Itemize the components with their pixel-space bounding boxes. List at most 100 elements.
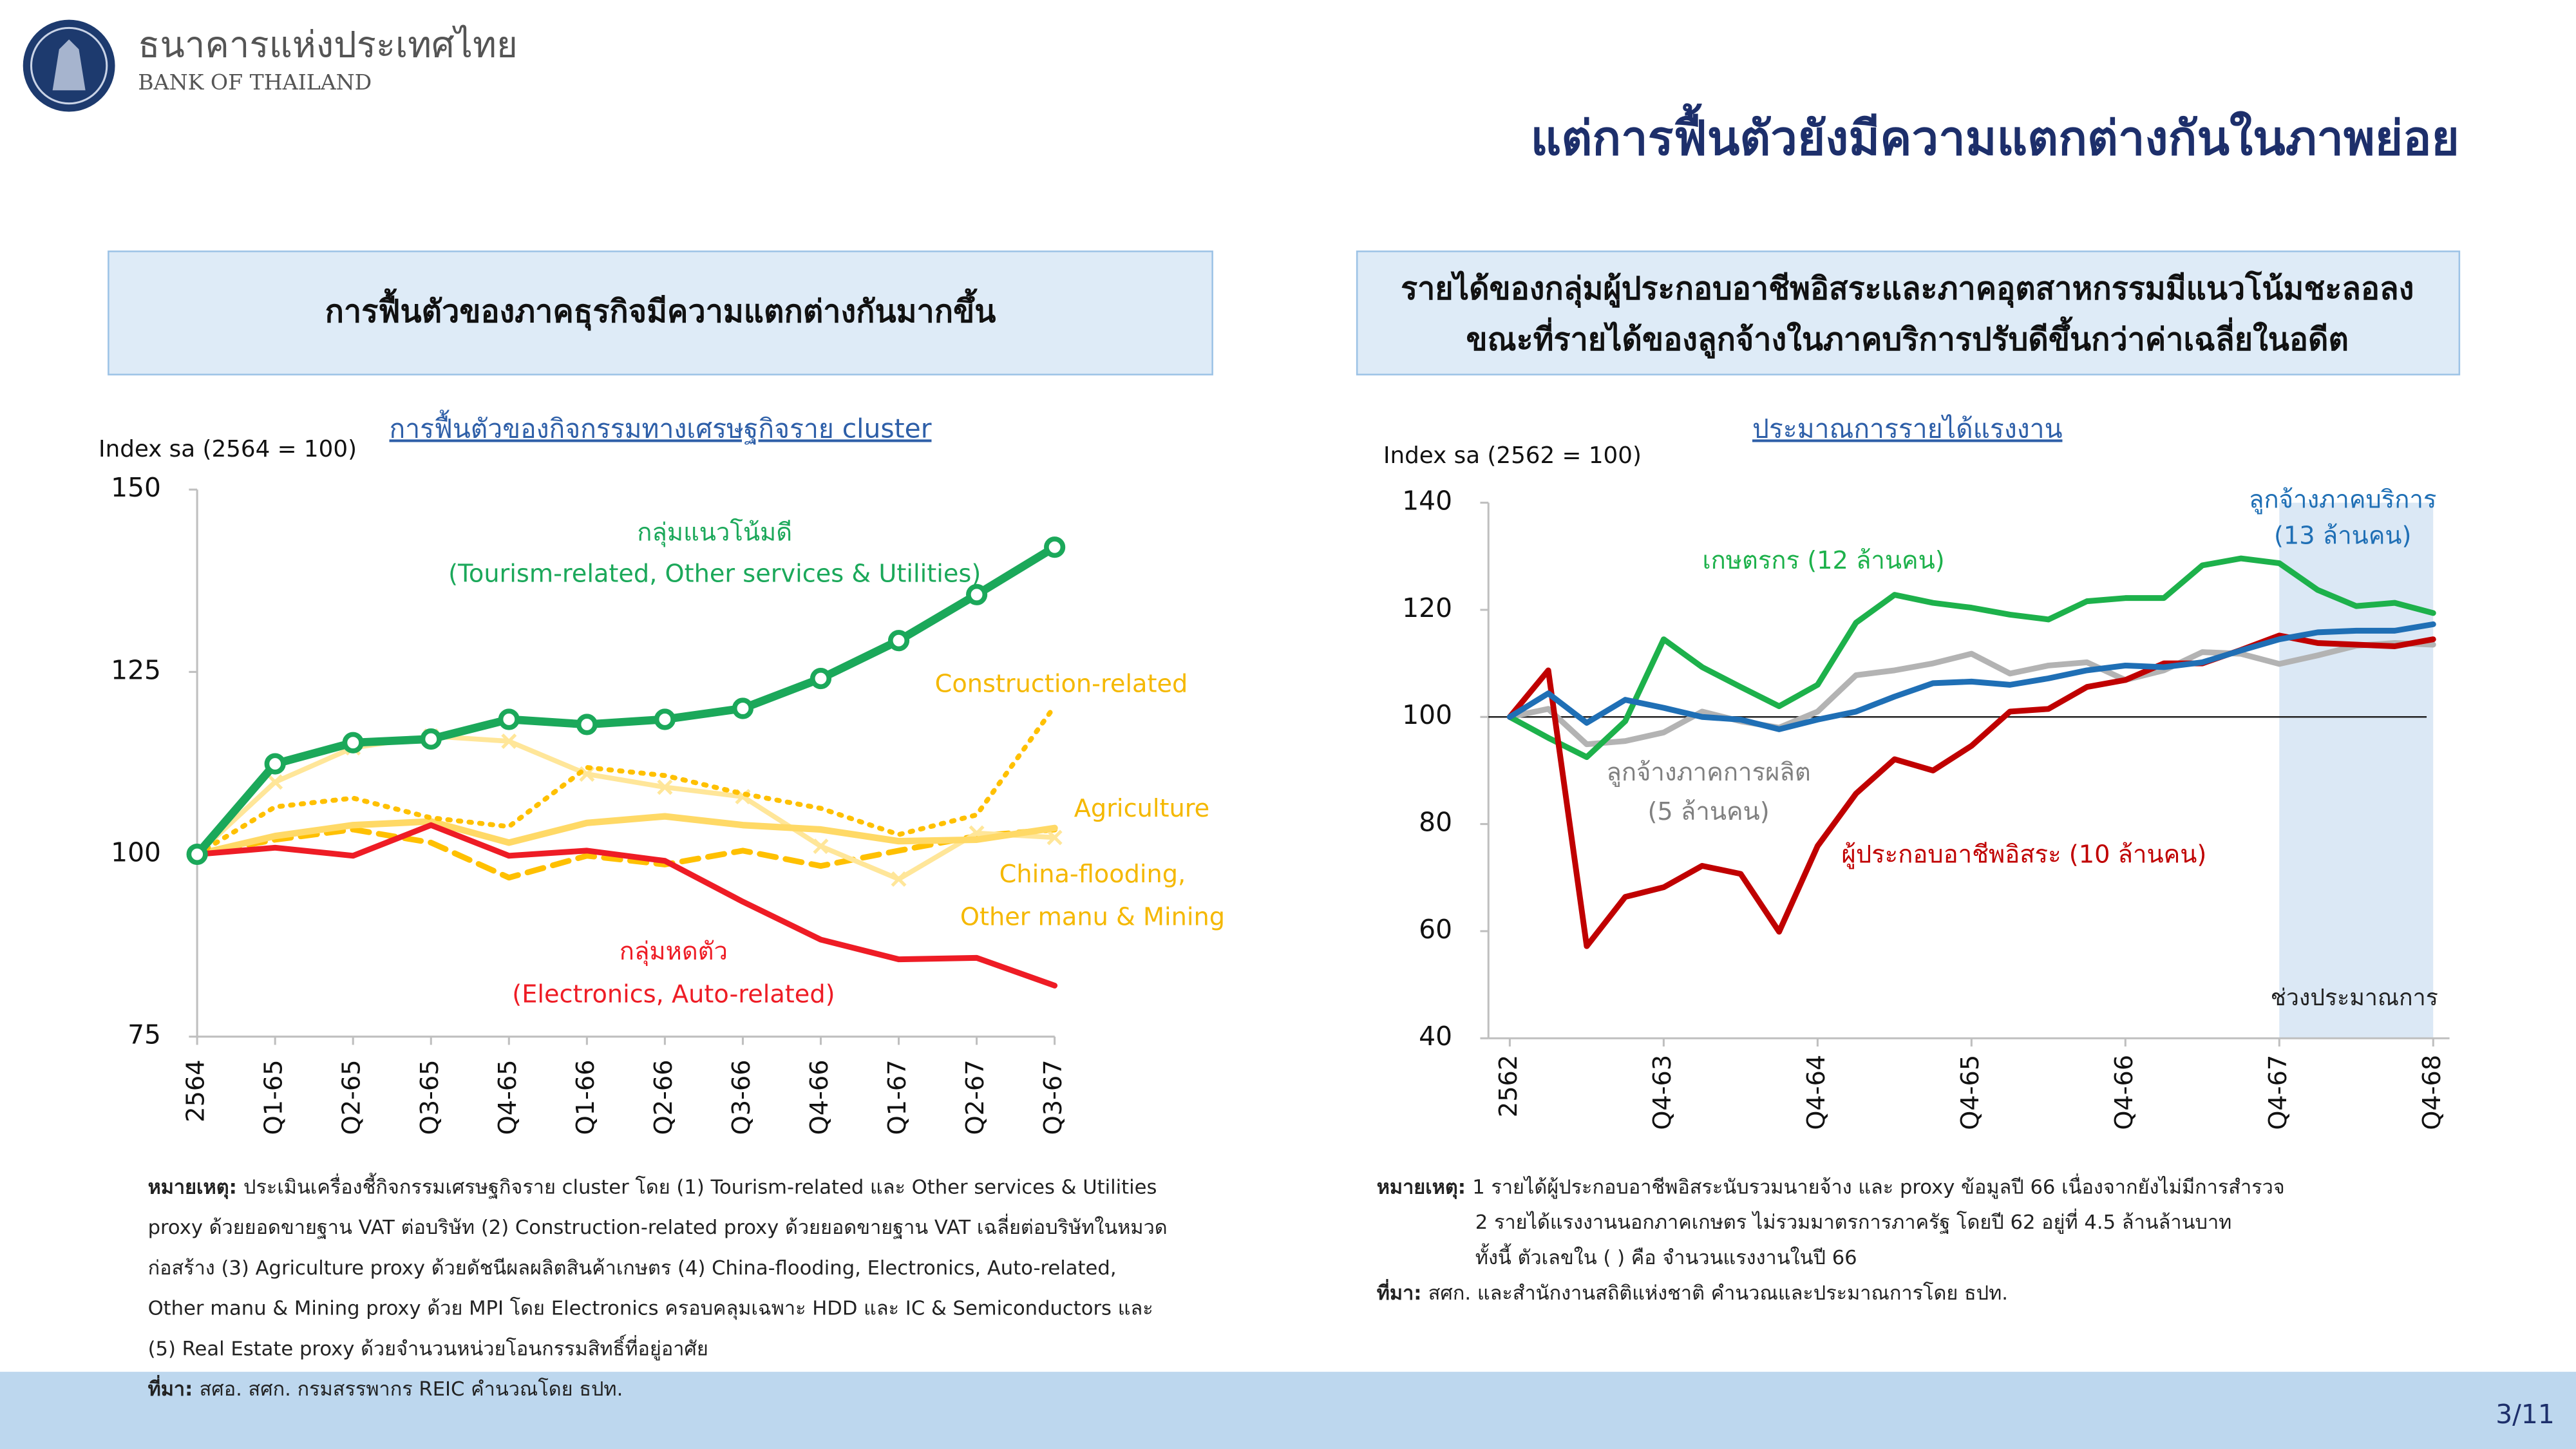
source-label: ที่มา: [148,1375,193,1401]
x-tick-label: Q1-66 [571,1059,600,1135]
source: ที่มา: สศอ. สศก. กรมสรรพากร REIC คำนวณโดย… [148,1375,623,1401]
marker [264,753,286,775]
x-tick-label: Q4-68 [2418,1055,2447,1130]
x-tick-label: Q4-63 [1648,1055,1677,1130]
footnote-text: 1 รายได้ผู้ประกอบอาชีพอิสระนับรวมนายจ้าง… [1472,1173,2285,1198]
source-text: สศก. และสำนักงานสถิติแห่งชาติ คำนวณและปร… [1428,1281,2008,1304]
marker [420,728,442,750]
series-label: กลุ่มหดตัว [620,937,728,966]
series-line [194,822,1058,989]
series-line [1506,555,2436,761]
chart-title: ประมาณการรายได้แรงงาน [1752,413,2062,444]
source-label: ที่มา: [1377,1278,1422,1304]
series-line [194,734,1057,882]
marker [810,667,832,690]
x-tick-label: Q2-65 [337,1059,366,1135]
series-label: (5 ล้านคน) [1647,797,1769,826]
x-tick-label: Q3-66 [727,1059,756,1135]
marker [186,843,208,866]
y-tick-label: 125 [111,654,161,685]
x-tick-label: Q2-66 [649,1059,678,1135]
y-tick-label: 140 [1402,486,1452,516]
footnote-label: หมายเหตุ: [1377,1176,1466,1199]
marker [501,733,517,749]
chart-title: การฟื้นตัวของกิจกรรมทางเศรษฐกิจราย clust… [390,409,932,444]
y-tick-label: 120 [1402,592,1452,623]
footnote: หมายเหตุ: ประเมินเครื่องชี้กิจกรรมเศรษฐกิ… [148,1172,1157,1199]
series-label: ลูกจ้างภาคบริการ [2249,486,2436,515]
y-tick-label: 60 [1419,914,1452,945]
series-label: Agriculture [1074,794,1209,823]
series-line [1506,632,2436,949]
series-label: (Tourism-related, Other services & Utili… [448,559,981,588]
series-line [1506,640,2436,748]
marker [1044,536,1066,558]
x-tick-label: Q1-65 [260,1059,289,1135]
marker [267,774,283,790]
y-axis-label: Index sa (2562 = 100) [1383,442,1642,469]
marker [813,838,829,855]
series-label: (Electronics, Auto-related) [512,980,835,1009]
x-tick-label: 2562 [1494,1055,1523,1117]
footnote-text: ประเมินเครื่องชี้กิจกรรมเศรษฐกิจราย clus… [243,1172,1157,1198]
forecast-label: ช่วงประมาณการ [2271,985,2438,1011]
series-line [194,826,1058,881]
x-tick-label: Q3-65 [415,1059,444,1135]
series-label: ลูกจ้างภาคการผลิต [1606,758,1810,787]
footnote-text: (5) Real Estate proxy ด้วยจำนวนหน่วยโอนก… [148,1334,708,1360]
footnote-text: ก่อสร้าง (3) Agriculture proxy ด้วยดัชนี… [148,1256,1117,1279]
footnote-text: ทั้งนี้ ตัวเลขใน ( ) คือ จำนวนแรงงานในปี… [1475,1243,1857,1269]
marker [342,732,364,753]
footnote-label: หมายเหตุ: [148,1176,237,1199]
series-label: กลุ่มแนวโน้มดี [637,518,792,547]
series-label: Other manu & Mining [960,903,1225,932]
y-tick-label: 100 [111,837,161,868]
marker [891,871,907,887]
footnote: Other manu & Mining proxy ด้วย MPI โดย E… [148,1296,1153,1320]
page-number: 3/11 [2496,1399,2555,1430]
y-tick-label: 80 [1419,807,1452,838]
footnote-text: proxy ด้วยยอดขายฐาน VAT ต่อบริษัท (2) Co… [148,1213,1168,1239]
series-line [194,813,1058,858]
footnote: proxy ด้วยยอดขายฐาน VAT ต่อบริษัท (2) Co… [148,1213,1168,1239]
source-text: สศอ. สศก. กรมสรรพากร REIC คำนวณโดย ธปท. [200,1378,623,1401]
logo [23,19,115,112]
footnote-text: 2 รายได้แรงงานนอกภาคเกษตร ไม่รวมมาตรการภ… [1475,1208,2232,1234]
panel-heading: รายได้ของกลุ่มผู้ประกอบอาชีพอิสระและภาคอ… [1401,270,2414,308]
y-tick-label: 75 [128,1019,161,1050]
x-tick-label: Q4-64 [1802,1055,1831,1130]
org-name-en: BANK OF THAILAND [138,70,372,95]
x-tick-label: Q4-65 [493,1059,522,1135]
forecast-shade [2279,502,2434,1039]
footnote-text: Other manu & Mining proxy ด้วย MPI โดย E… [148,1296,1153,1320]
footnote: ทั้งนี้ ตัวเลขใน ( ) คือ จำนวนแรงงานในปี… [1475,1243,1857,1269]
panel-heading: ขณะที่รายได้ของลูกจ้างในภาคบริการปรับดีข… [1466,316,2349,359]
x-tick-label: Q2-67 [961,1059,990,1135]
footnote: (5) Real Estate proxy ด้วยจำนวนหน่วยโอนก… [148,1334,708,1360]
y-tick-label: 100 [1402,699,1452,730]
y-axis-label: Index sa (2564 = 100) [99,436,357,462]
y-tick-label: 150 [111,472,161,503]
heading-box [1356,251,2461,375]
marker [1046,829,1063,846]
source: ที่มา: สศก. และสำนักงานสถิติแห่งชาติ คำนว… [1377,1278,2008,1304]
series-line [1506,621,2436,732]
marker [732,697,754,719]
footnote: หมายเหตุ: 1 รายได้ผู้ประกอบอาชีพอิสระนับร… [1377,1173,2285,1199]
slide-title: แต่การฟื้นตัวยังมีความแตกต่างกันในภาพย่อ… [1531,103,2459,166]
marker [657,779,673,795]
marker [966,583,988,605]
x-tick-label: Q4-66 [2110,1055,2139,1130]
x-tick-label: Q4-65 [1956,1055,1985,1130]
x-tick-label: Q1-67 [883,1059,912,1135]
series-label: Construction-related [935,669,1188,698]
footnote: ก่อสร้าง (3) Agriculture proxy ด้วยดัชนี… [148,1256,1117,1279]
marker [576,714,598,735]
x-tick-label: 2564 [182,1059,211,1122]
marker [887,630,910,652]
series-label: ผู้ประกอบอาชีพอิสระ (10 ล้านคน) [1841,840,2206,869]
footnote: 2 รายได้แรงงานนอกภาคเกษตร ไม่รวมมาตรการภ… [1475,1208,2232,1234]
